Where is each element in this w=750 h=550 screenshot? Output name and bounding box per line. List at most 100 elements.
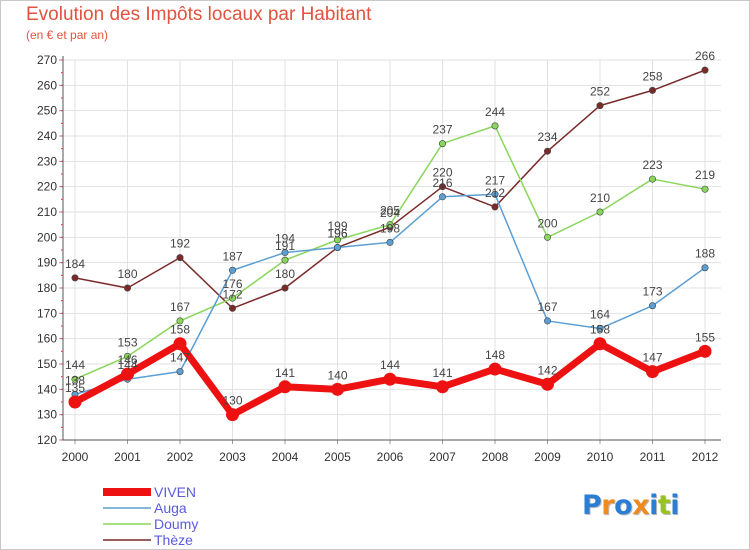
data-point-doumy <box>386 221 394 229</box>
data-point-viven <box>698 344 712 358</box>
data-point-viven <box>541 377 554 391</box>
data-label-auga: 194 <box>275 232 295 246</box>
data-label-viven: 141 <box>275 366 295 380</box>
data-point-thze <box>701 66 709 74</box>
y-tick-label: 120 <box>37 433 57 447</box>
data-point-doumy <box>229 294 237 302</box>
data-point-viven <box>226 408 239 422</box>
y-tick-label: 130 <box>37 408 57 422</box>
x-tick-label: 2004 <box>272 450 299 464</box>
data-label-auga: 167 <box>537 300 557 314</box>
data-label-viven: 148 <box>485 348 505 362</box>
data-point-auga <box>333 243 341 251</box>
data-label-doumy: 144 <box>65 358 85 372</box>
data-point-viven <box>121 367 134 381</box>
data-label-thze: 258 <box>642 69 662 83</box>
x-tick-label: 2010 <box>587 450 614 464</box>
data-label-viven: 130 <box>222 394 242 408</box>
x-tick-label: 2009 <box>534 450 561 464</box>
data-label-doumy: 219 <box>695 168 715 182</box>
data-point-viven <box>646 365 659 379</box>
y-tick-label: 200 <box>37 230 57 244</box>
data-point-doumy <box>648 175 656 183</box>
data-point-thze <box>596 102 604 110</box>
data-point-viven <box>173 337 187 351</box>
logo-letter: x <box>632 490 650 521</box>
y-tick-label: 230 <box>37 154 57 168</box>
data-point-viven <box>278 380 292 394</box>
data-point-auga <box>596 325 604 333</box>
data-point-auga <box>491 190 499 198</box>
y-tick-label: 270 <box>37 53 57 67</box>
axes: 120 130 140 150 160 170 180 190 200 210 220 230 240 2… <box>37 53 721 464</box>
data-point-auga <box>386 238 394 246</box>
data-label-auga: 147 <box>170 351 190 365</box>
data-point-doumy <box>701 185 709 193</box>
data-label-viven: 144 <box>380 358 400 372</box>
data-label-thze: 266 <box>695 49 715 63</box>
logo-letter: r <box>601 490 615 521</box>
data-label-auga: 196 <box>327 226 347 240</box>
data-point-auga <box>176 368 184 376</box>
x-tick-label: 2007 <box>429 450 456 464</box>
data-label-doumy: 205 <box>380 204 400 218</box>
data-label-doumy: 153 <box>117 335 137 349</box>
legend-label-thze: Thèze <box>154 532 193 548</box>
data-label-doumy: 191 <box>275 239 295 253</box>
x-tick-label: 2003 <box>219 450 246 464</box>
data-label-viven: 158 <box>590 323 610 337</box>
data-point-viven <box>383 372 397 386</box>
legend-label-viven: VIVEN <box>154 484 196 500</box>
data-label-doumy: 200 <box>537 216 557 230</box>
y-tick-label: 150 <box>37 357 57 371</box>
data-label-auga: 144 <box>117 358 137 372</box>
data-point-thze <box>124 284 132 292</box>
y-tick-label: 180 <box>37 281 57 295</box>
x-tick-label: 2006 <box>377 450 404 464</box>
data-label-viven: 146 <box>117 353 137 367</box>
data-label-thze: 184 <box>65 257 85 271</box>
data-label-thze: 204 <box>380 206 400 220</box>
data-point-doumy <box>491 122 499 130</box>
data-point-viven <box>68 395 82 409</box>
data-label-doumy: 210 <box>590 191 610 205</box>
logo-letter: i <box>649 490 658 521</box>
y-tick-label: 220 <box>37 180 57 194</box>
data-labels: 184 180 192 172 180 196 204 220 212 234 252 258 266 1… <box>65 49 715 408</box>
data-point-viven <box>331 382 344 396</box>
data-point-doumy <box>596 208 604 216</box>
data-label-auga: 188 <box>695 247 715 261</box>
logo-letter: o <box>614 490 633 521</box>
data-label-thze: 234 <box>537 130 557 144</box>
series <box>68 66 712 422</box>
y-tick-label: 260 <box>37 78 57 92</box>
data-point-auga <box>648 302 656 310</box>
data-label-thze: 220 <box>432 166 452 180</box>
data-point-doumy <box>438 140 446 148</box>
logo-letter: i <box>670 490 680 521</box>
data-label-auga: 216 <box>432 176 452 190</box>
data-point-auga <box>281 249 289 257</box>
data-point-doumy <box>71 375 79 383</box>
data-label-doumy: 199 <box>327 219 347 233</box>
data-label-thze: 192 <box>170 237 190 251</box>
data-label-auga: 217 <box>485 173 505 187</box>
data-point-thze <box>648 86 656 94</box>
y-tick-label: 210 <box>37 205 57 219</box>
x-tick-label: 2012 <box>692 450 719 464</box>
x-tick-label: 2005 <box>324 450 351 464</box>
logo-letter: t <box>657 490 671 521</box>
y-tick-label: 250 <box>37 104 57 118</box>
data-point-doumy <box>281 256 289 264</box>
data-point-thze <box>491 203 499 211</box>
chart-subtitle: (en € et par an) <box>26 28 109 42</box>
y-tick-label: 240 <box>37 129 57 143</box>
x-tick-label: 2011 <box>640 450 666 464</box>
data-label-thze: 196 <box>327 226 347 240</box>
data-label-auga: 187 <box>222 249 242 263</box>
data-label-thze: 172 <box>222 287 242 301</box>
data-point-thze <box>176 254 184 262</box>
